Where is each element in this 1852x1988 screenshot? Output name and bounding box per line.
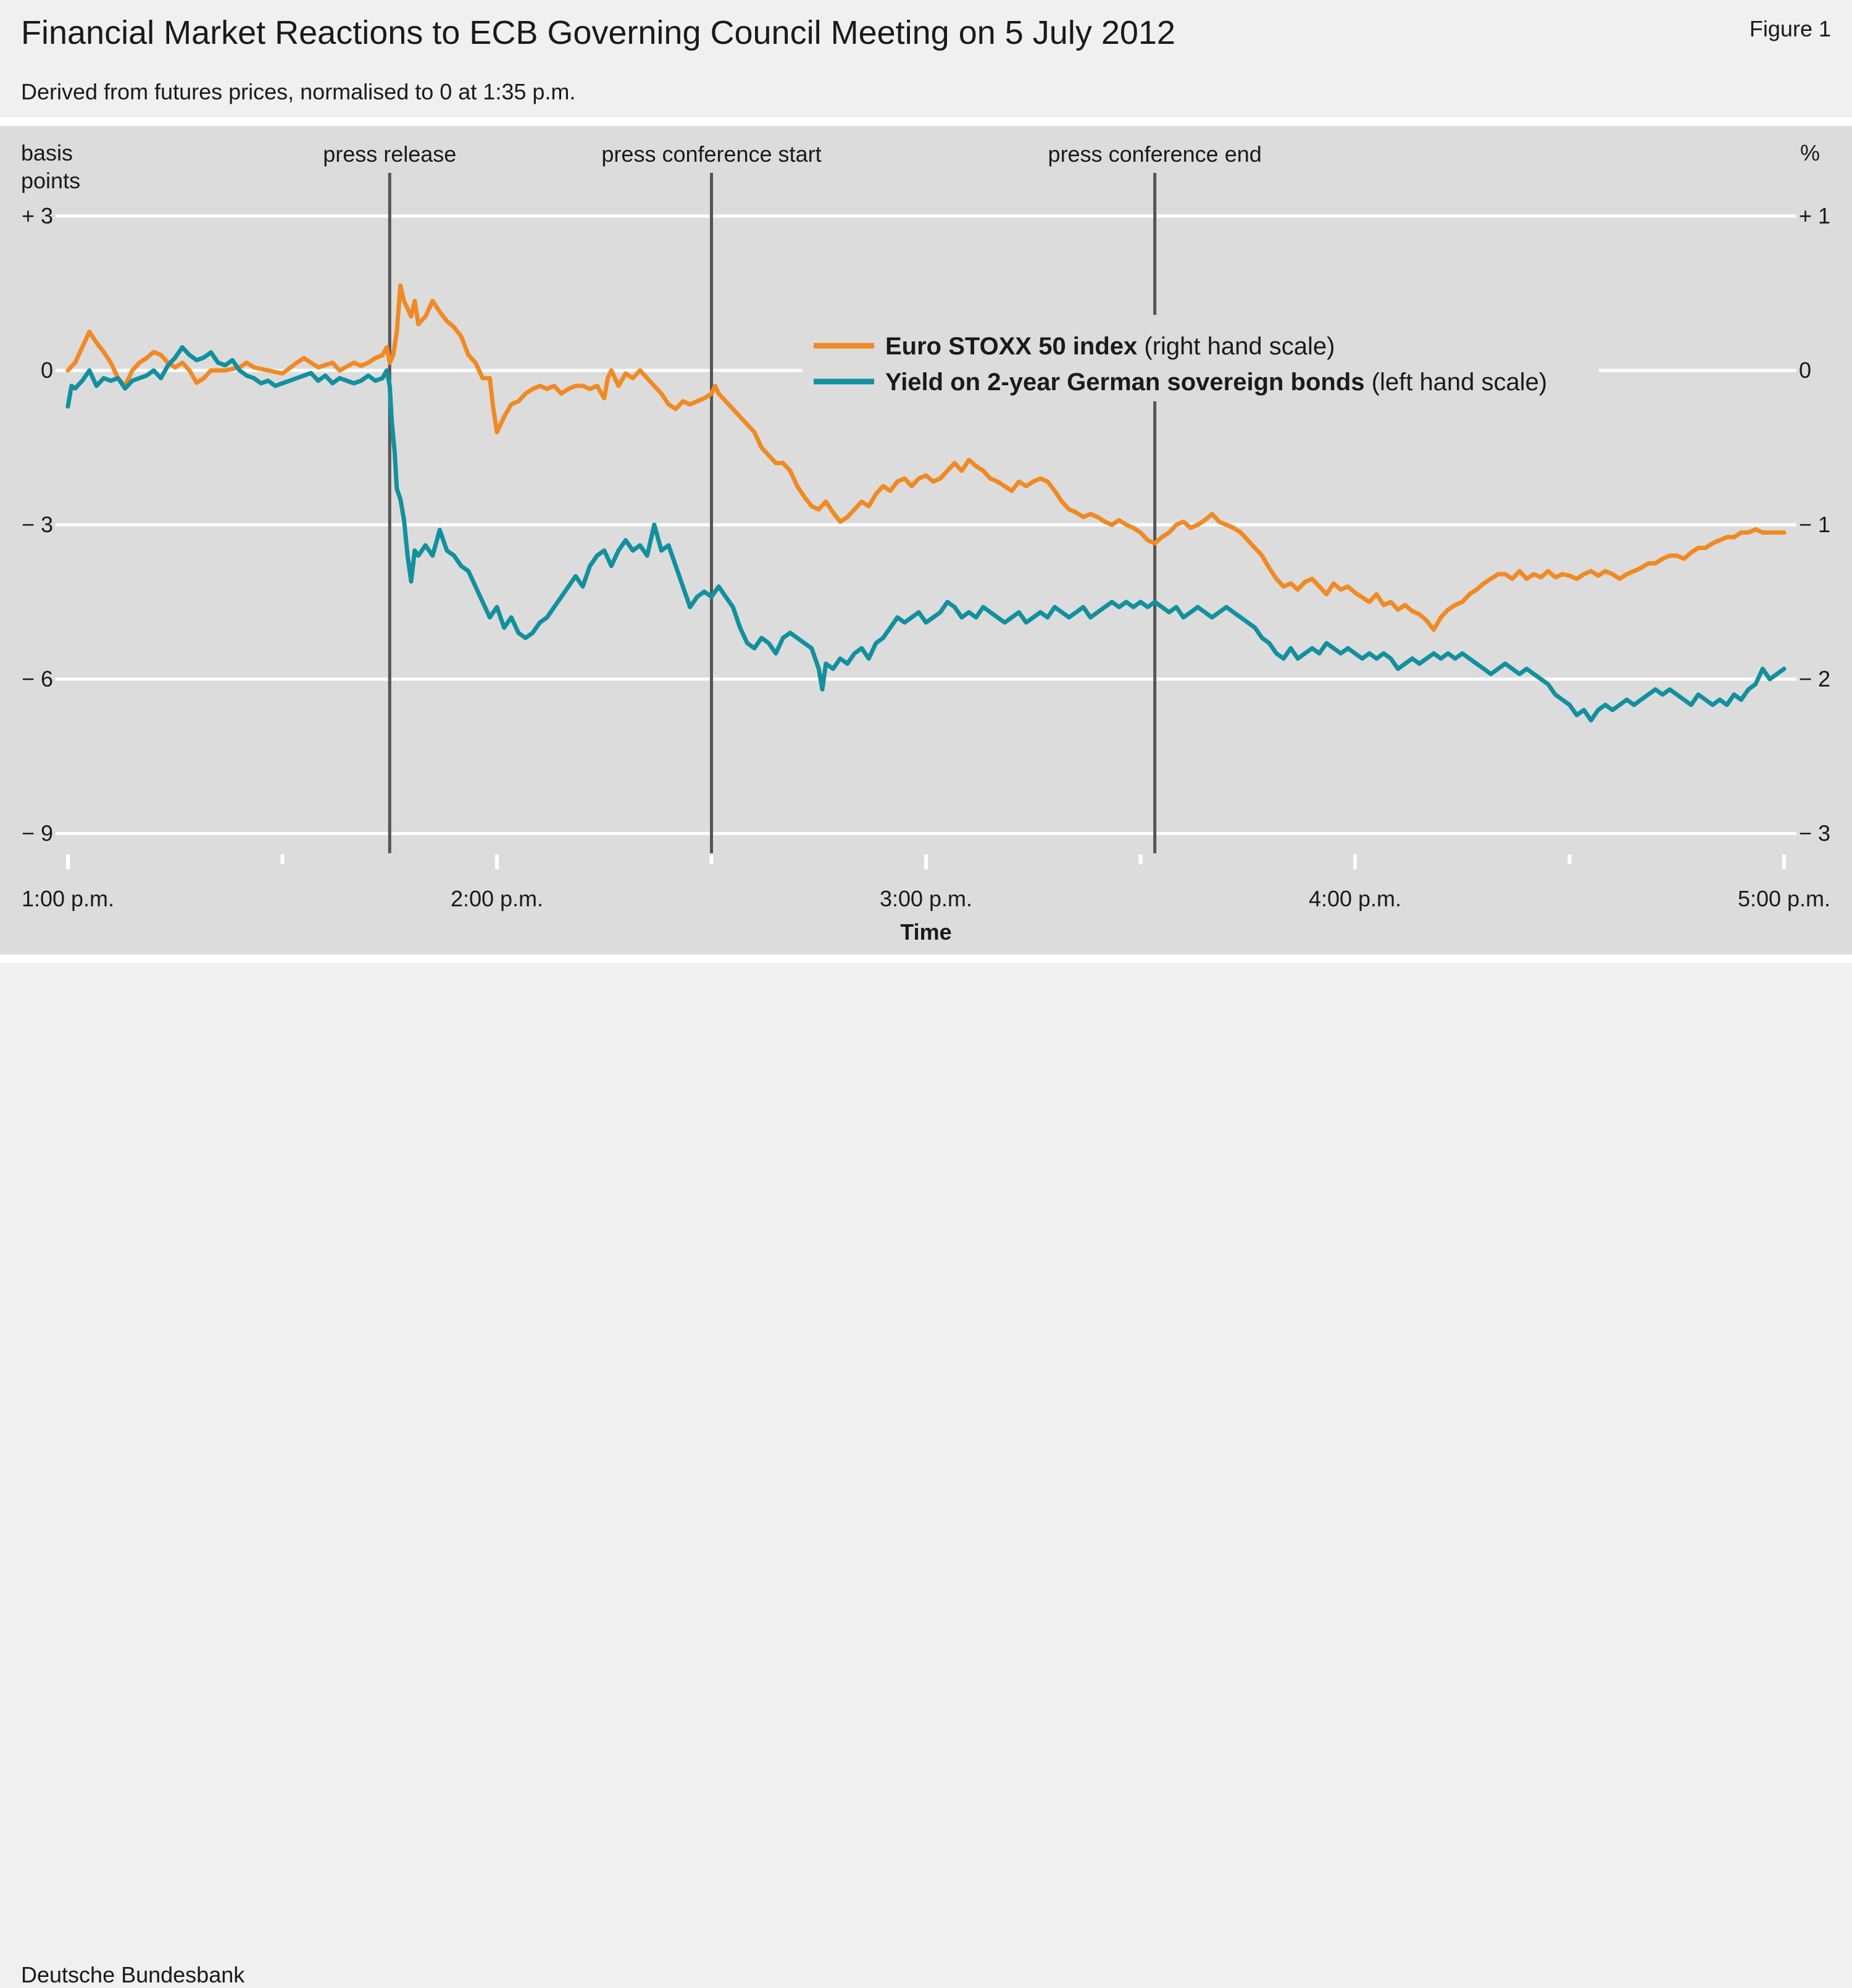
left-tick-label: − 3 <box>22 512 53 537</box>
legend-background <box>803 315 1599 401</box>
x-tick-label: 3:00 p.m. <box>880 886 972 911</box>
legend-series-name: Yield on 2-year German sovereign bonds <box>885 369 1365 396</box>
top-separator <box>0 117 1852 126</box>
x-tick-label: 4:00 p.m. <box>1309 886 1401 911</box>
source-label: Deutsche Bundesbank <box>21 1962 245 1987</box>
legend-series-note: (right hand scale) <box>1137 333 1335 360</box>
chart-header: Financial Market Reactions to ECB Govern… <box>0 0 1852 117</box>
figure-label: Figure 1 <box>1749 16 1831 41</box>
left-axis-label: basis <box>21 140 73 165</box>
axes-layer: + 3 0 − 3 − 6 − 9 + 1 0 − 1 − 2 − 3 basis points% 1:… <box>21 140 1830 945</box>
chart-svg: + 3 0 − 3 − 6 − 9 + 1 0 − 1 − 2 − 3 basis points% 1:… <box>21 140 1830 945</box>
legend-series-name: Euro STOXX 50 index <box>885 333 1137 360</box>
left-axis-label-2: points <box>21 168 80 193</box>
right-tick-label: − 3 <box>1799 821 1830 846</box>
legend-entry: Euro STOXX 50 index (right hand scale) <box>885 333 1335 360</box>
right-tick-label: − 1 <box>1799 512 1830 537</box>
bond-yield-series <box>65 345 1787 723</box>
eurostoxx-series <box>65 283 1787 632</box>
event-label: press conference end <box>1048 141 1262 167</box>
chart-title: Financial Market Reactions to ECB Govern… <box>21 14 1175 51</box>
legend-entry: Yield on 2-year German sovereign bonds (… <box>885 369 1547 396</box>
grid-layer <box>56 214 1796 835</box>
event-lines <box>388 173 1157 853</box>
chart-subtitle: Derived from futures prices, normalised … <box>21 79 576 104</box>
right-tick-label: 0 <box>1799 357 1811 383</box>
left-tick-label: + 3 <box>22 203 53 228</box>
left-tick-label: − 6 <box>22 666 53 691</box>
right-tick-label: − 2 <box>1799 666 1830 691</box>
series-layer <box>65 283 1787 723</box>
right-tick-label: + 1 <box>1799 203 1830 228</box>
chart-panel <box>0 126 1852 954</box>
left-tick-label: − 9 <box>22 821 53 846</box>
x-tick-label: 1:00 p.m. <box>22 886 114 911</box>
legend-series-note: (left hand scale) <box>1365 369 1548 396</box>
legend: Euro STOXX 50 index (right hand scale) Yi… <box>803 315 1599 401</box>
x-tick-label: 2:00 p.m. <box>451 886 543 911</box>
bottom-separator <box>0 954 1852 963</box>
event-label: press conference start <box>601 141 821 167</box>
right-axis-label: % <box>1800 140 1820 165</box>
event-label: press release <box>323 141 456 167</box>
left-tick-label: 0 <box>41 357 53 383</box>
x-axis-label: Time <box>900 919 951 945</box>
x-tick-label: 5:00 p.m. <box>1738 886 1830 911</box>
